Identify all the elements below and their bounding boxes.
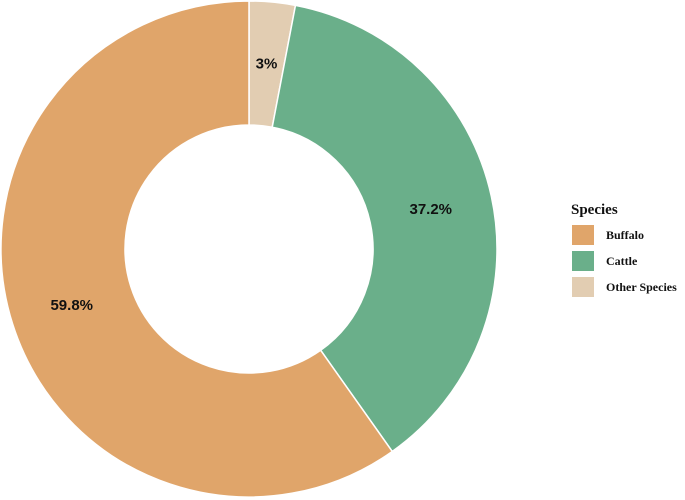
slice-label-other-species: 3%	[256, 55, 278, 72]
legend-label-cattle: Cattle	[606, 254, 638, 268]
legend: Species Buffalo Cattle Other Species	[571, 202, 677, 297]
legend-swatch-other-species	[572, 277, 594, 297]
legend-title: Species	[571, 202, 618, 218]
legend-label-buffalo: Buffalo	[606, 228, 644, 242]
slice-label-cattle: 37.2%	[409, 201, 452, 218]
legend-label-other-species: Other Species	[606, 280, 677, 294]
slice-buffalo	[0, 0, 394, 498]
slice-label-buffalo: 59.8%	[50, 297, 93, 314]
legend-swatch-cattle	[572, 251, 594, 271]
slice-labels: 3% 37.2% 59.8%	[50, 55, 452, 314]
donut-slices	[0, 0, 498, 498]
legend-swatch-buffalo	[572, 225, 594, 245]
slice-cattle	[271, 4, 498, 453]
